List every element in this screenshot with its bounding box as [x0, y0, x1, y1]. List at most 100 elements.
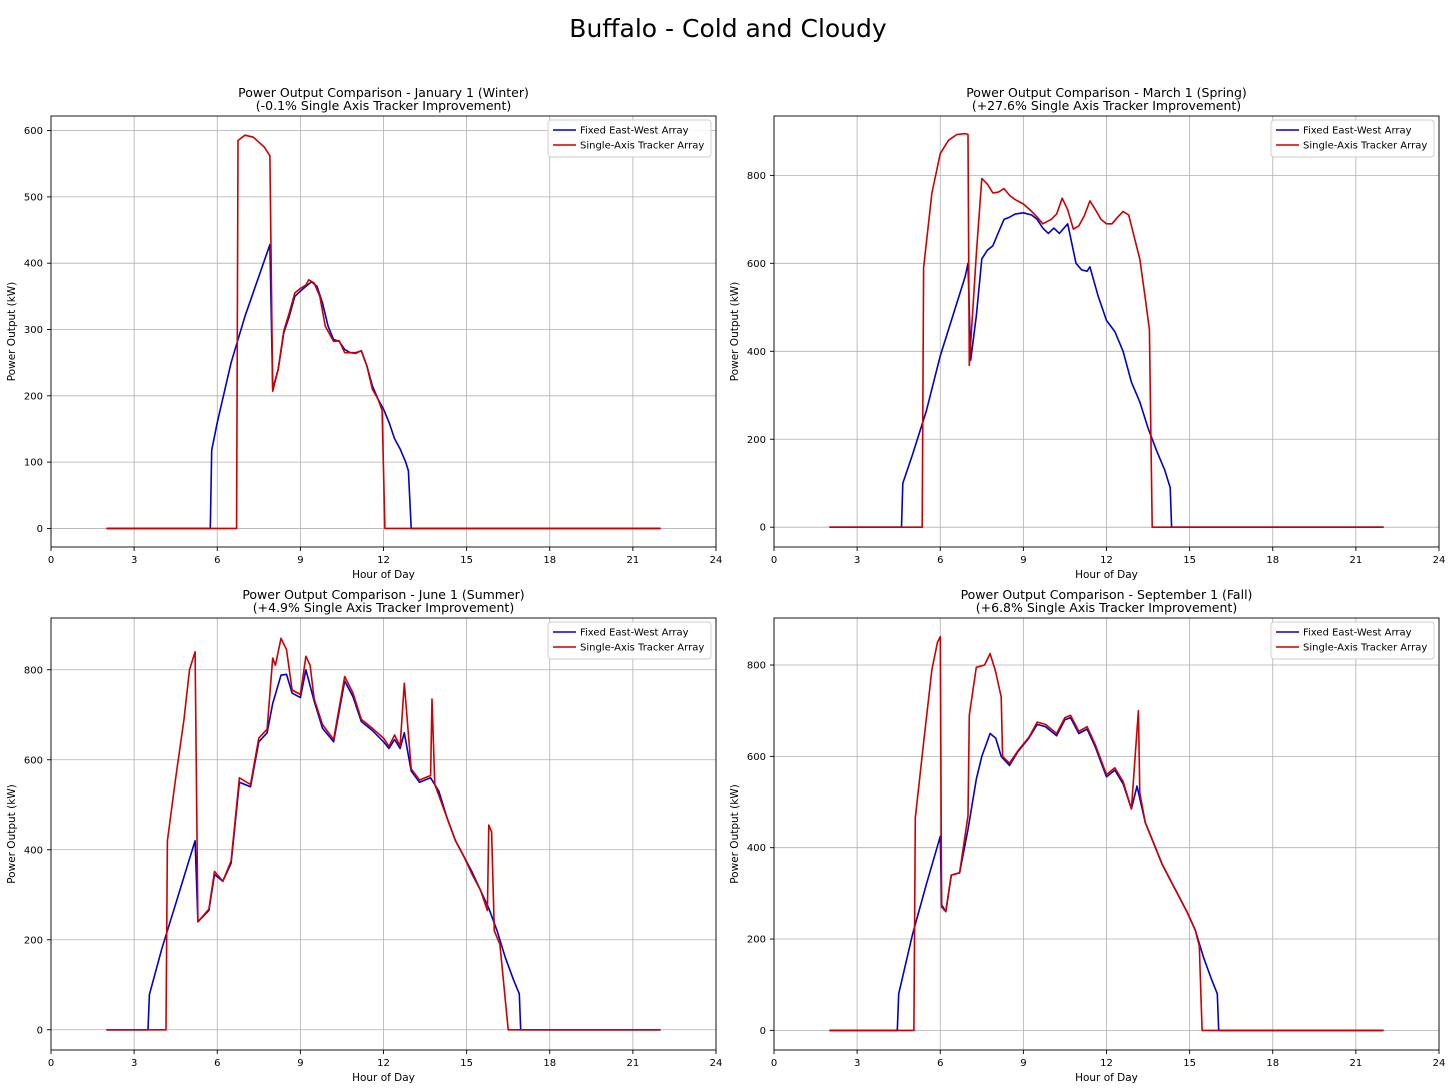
y-tick-label: 200 [24, 391, 43, 402]
y-axis-label: Power Output (kW) [729, 282, 741, 382]
y-tick-label: 200 [747, 935, 766, 946]
x-tick-label: 12 [377, 1058, 390, 1069]
x-tick-label: 6 [937, 555, 943, 566]
figure-title: Buffalo - Cold and Cloudy [569, 14, 887, 43]
y-tick-label: 400 [747, 843, 766, 854]
chart-subtitle: (+27.6% Single Axis Tracker Improvement) [972, 98, 1241, 113]
tracker-array-line [106, 134, 661, 530]
x-tick-label: 0 [771, 555, 777, 566]
x-tick-label: 6 [937, 1058, 943, 1069]
x-tick-label: 9 [297, 1058, 303, 1069]
x-tick-label: 15 [1183, 555, 1196, 566]
y-tick-label: 400 [24, 259, 43, 270]
y-tick-label: 800 [747, 661, 766, 672]
x-tick-label: 3 [854, 555, 860, 566]
y-tick-label: 300 [24, 325, 43, 336]
x-tick-label: 15 [460, 1058, 473, 1069]
x-axis-label: Hour of Day [1075, 1072, 1138, 1084]
chart-subtitle: (+6.8% Single Axis Tracker Improvement) [976, 600, 1237, 615]
y-tick-label: 600 [24, 126, 43, 137]
y-tick-label: 400 [24, 845, 43, 856]
x-tick-label: 9 [1020, 1058, 1026, 1069]
chart-panel-1: 0 3 6 9 12 15 18 21 24 0 100 200 300 400 500 600 Hour of… [6, 85, 722, 581]
legend-label: Fixed East-West Array [580, 126, 689, 137]
x-tick-label: 12 [1100, 1058, 1113, 1069]
legend: Fixed East-West Array Single-Axis Tracker… [1270, 119, 1435, 158]
x-tick-label: 15 [460, 555, 473, 566]
x-tick-label: 24 [710, 1058, 723, 1069]
tracker-array-line [829, 635, 1384, 1032]
legend-label: Single-Axis Tracker Array [580, 643, 704, 654]
chart-subtitle: (-0.1% Single Axis Tracker Improvement) [256, 98, 511, 113]
x-tick-label: 0 [48, 555, 54, 566]
chart-panel-4: 0 3 6 9 12 15 18 21 24 0 200 400 600 800 Hour of Day Po… [729, 587, 1445, 1084]
y-tick-label: 600 [747, 259, 766, 270]
chart-panel-2: 0 3 6 9 12 15 18 21 24 0 200 400 600 800 Hour of Day Po… [729, 85, 1445, 581]
chart-subtitle: (+4.9% Single Axis Tracker Improvement) [253, 600, 514, 615]
fixed-array-line [106, 243, 661, 530]
x-tick-label: 9 [297, 555, 303, 566]
y-tick-label: 0 [760, 523, 766, 534]
legend-label: Single-Axis Tracker Array [1303, 643, 1427, 654]
y-tick-label: 800 [747, 171, 766, 182]
tracker-array-line [829, 132, 1384, 528]
y-tick-label: 200 [24, 935, 43, 946]
legend: Fixed East-West Array Single-Axis Tracker… [547, 621, 712, 660]
x-axis-label: Hour of Day [352, 1072, 415, 1084]
y-tick-label: 200 [747, 435, 766, 446]
x-axis-label: Hour of Day [1075, 569, 1138, 581]
legend: Fixed East-West Array Single-Axis Tracker… [547, 119, 712, 158]
x-tick-label: 18 [1266, 1058, 1279, 1069]
x-tick-label: 3 [854, 1058, 860, 1069]
legend-box [547, 119, 712, 158]
x-tick-label: 0 [771, 1058, 777, 1069]
chart-title: Power Output Comparison - March 1 (Sprin… [966, 85, 1247, 100]
y-tick-label: 0 [37, 1025, 43, 1036]
x-tick-label: 12 [1100, 555, 1113, 566]
y-tick-label: 600 [24, 755, 43, 766]
x-tick-label: 6 [214, 1058, 220, 1069]
y-tick-label: 500 [24, 192, 43, 203]
legend-label: Fixed East-West Array [1303, 126, 1412, 137]
x-tick-label: 6 [214, 555, 220, 566]
chart-title: Power Output Comparison - June 1 (Summer… [242, 587, 524, 602]
y-tick-label: 800 [24, 665, 43, 676]
y-tick-label: 0 [37, 524, 43, 535]
y-tick-label: 100 [24, 458, 43, 469]
fixed-array-line [829, 212, 1384, 528]
legend-label: Single-Axis Tracker Array [1303, 141, 1427, 152]
chart-title: Power Output Comparison - January 1 (Win… [238, 85, 529, 100]
x-tick-label: 21 [1350, 555, 1363, 566]
legend-box [547, 621, 712, 660]
x-tick-label: 18 [543, 1058, 556, 1069]
chart-panel-3: 0 3 6 9 12 15 18 21 24 0 200 400 600 800 Hour of Day Po… [6, 587, 722, 1084]
chart-title: Power Output Comparison - September 1 (F… [961, 587, 1253, 602]
x-tick-label: 18 [1266, 555, 1279, 566]
x-tick-label: 21 [627, 1058, 640, 1069]
y-axis-label: Power Output (kW) [6, 784, 18, 884]
x-tick-label: 3 [131, 555, 137, 566]
legend: Fixed East-West Array Single-Axis Tracker… [1270, 621, 1435, 660]
x-tick-label: 0 [48, 1058, 54, 1069]
y-axis-label: Power Output (kW) [729, 784, 741, 884]
x-tick-label: 18 [543, 555, 556, 566]
tracker-array-line [106, 637, 661, 1031]
y-tick-label: 600 [747, 752, 766, 763]
x-axis-label: Hour of Day [352, 569, 415, 581]
legend-label: Fixed East-West Array [1303, 628, 1412, 639]
x-tick-label: 15 [1183, 1058, 1196, 1069]
x-tick-label: 3 [131, 1058, 137, 1069]
y-tick-label: 0 [760, 1026, 766, 1037]
legend-label: Fixed East-West Array [580, 628, 689, 639]
y-axis-label: Power Output (kW) [6, 282, 18, 382]
y-tick-label: 400 [747, 347, 766, 358]
x-tick-label: 24 [1433, 555, 1446, 566]
x-tick-label: 24 [1433, 1058, 1446, 1069]
legend-label: Single-Axis Tracker Array [580, 141, 704, 152]
x-tick-label: 12 [377, 555, 390, 566]
x-tick-label: 9 [1020, 555, 1026, 566]
legend-box [1270, 119, 1435, 158]
x-tick-label: 24 [710, 555, 723, 566]
x-tick-label: 21 [1350, 1058, 1363, 1069]
